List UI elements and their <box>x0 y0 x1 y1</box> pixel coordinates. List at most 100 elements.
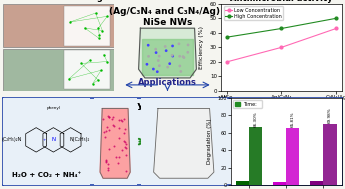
Point <box>146 44 151 47</box>
Point <box>176 42 182 45</box>
Point <box>105 15 110 18</box>
Point <box>90 82 96 85</box>
Point <box>181 56 187 59</box>
Text: Dye Degradation: Dye Degradation <box>130 101 215 111</box>
Point <box>106 167 111 170</box>
Point <box>167 62 172 65</box>
Point <box>104 159 109 162</box>
Bar <box>249 127 262 185</box>
Point <box>119 120 125 123</box>
Point <box>78 62 84 65</box>
Low Concentration <box>225 61 229 63</box>
Text: N(C₂H₅)₂: N(C₂H₅)₂ <box>69 137 89 142</box>
Point <box>146 55 151 58</box>
Point <box>155 70 160 73</box>
Point <box>107 115 112 118</box>
Point <box>123 128 128 131</box>
Point <box>95 79 101 82</box>
Point <box>101 53 107 56</box>
Point <box>180 55 186 58</box>
Bar <box>236 181 249 185</box>
Point <box>165 66 170 69</box>
Point <box>123 143 129 146</box>
Point <box>157 64 162 67</box>
Point <box>106 148 112 151</box>
Point <box>107 115 112 119</box>
Text: H₂O + CO₂ + NH₄⁺: H₂O + CO₂ + NH₄⁺ <box>12 172 81 178</box>
Point <box>115 162 120 165</box>
Text: 65.81%: 65.81% <box>291 112 295 127</box>
Point <box>66 77 72 80</box>
Point <box>100 29 105 32</box>
High Concentration <box>279 27 284 30</box>
Point <box>87 59 92 62</box>
Y-axis label: Degradation (%): Degradation (%) <box>207 119 212 164</box>
Line: High Concentration: High Concentration <box>225 17 337 39</box>
Point <box>93 12 98 15</box>
Point <box>104 160 109 163</box>
Point <box>170 44 175 47</box>
Point <box>119 149 125 152</box>
Point <box>105 168 110 171</box>
Bar <box>324 124 336 185</box>
Point <box>104 60 110 63</box>
Y-axis label: Efficiency (%): Efficiency (%) <box>199 26 205 69</box>
Polygon shape <box>100 108 130 178</box>
Point <box>162 45 168 48</box>
Bar <box>286 128 299 185</box>
X-axis label: Samples: Samples <box>268 106 295 111</box>
Point <box>123 147 128 150</box>
Point <box>153 51 159 54</box>
Point <box>103 130 109 133</box>
Polygon shape <box>154 108 214 178</box>
Point <box>123 153 129 156</box>
Point <box>105 163 110 166</box>
Point <box>101 131 106 134</box>
Point <box>156 59 161 62</box>
Point <box>121 117 127 120</box>
Point <box>114 156 119 159</box>
Point <box>185 43 191 46</box>
Point <box>116 127 122 130</box>
Point <box>122 140 127 143</box>
Text: 69.98%: 69.98% <box>328 108 332 123</box>
Point <box>121 139 127 142</box>
Point <box>102 136 107 139</box>
Text: Dye Degradation: Dye Degradation <box>130 101 215 111</box>
FancyBboxPatch shape <box>64 6 110 46</box>
Point <box>169 54 175 57</box>
Polygon shape <box>139 28 196 78</box>
Point <box>103 160 108 163</box>
Line: Low Concentration: Low Concentration <box>225 27 337 63</box>
Point <box>178 70 184 73</box>
Point <box>111 144 117 147</box>
Point <box>110 116 116 119</box>
Low Concentration <box>334 27 338 30</box>
FancyBboxPatch shape <box>64 50 110 89</box>
Point <box>151 67 156 70</box>
Point <box>164 49 169 52</box>
Point <box>96 37 101 40</box>
Point <box>111 124 117 127</box>
Point <box>144 63 150 66</box>
Point <box>100 118 106 121</box>
Point <box>105 115 111 118</box>
Text: +: + <box>43 138 47 142</box>
High Concentration <box>225 36 229 38</box>
Point <box>110 123 116 126</box>
Point <box>156 55 162 58</box>
Point <box>82 26 88 29</box>
Bar <box>310 181 324 185</box>
Point <box>185 51 190 54</box>
Bar <box>273 182 286 185</box>
Legend: Low Concentration, High Concentration: Low Concentration, High Concentration <box>224 6 283 20</box>
Point <box>109 117 114 120</box>
Point <box>106 129 111 132</box>
Point <box>121 131 127 134</box>
Legend: Time:  : Time: <box>233 100 262 108</box>
Point <box>177 64 183 67</box>
Point <box>98 69 104 72</box>
Title: Antimicrobial activity: Antimicrobial activity <box>230 0 333 3</box>
Text: (Ag/C₃N₄ and C₃N₄/Ag) -
NiSe NWs: (Ag/C₃N₄ and C₃N₄/Ag) - NiSe NWs <box>109 7 226 27</box>
Point <box>177 55 183 58</box>
